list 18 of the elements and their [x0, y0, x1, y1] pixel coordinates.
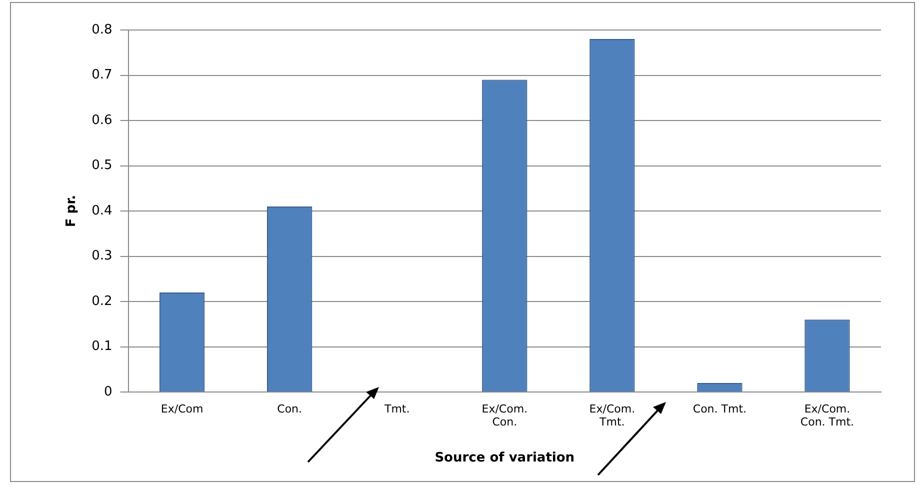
- x-tick-label: Con.: [277, 402, 302, 416]
- y-tick-label: 0.6: [92, 112, 112, 128]
- y-tick-label: 0.8: [92, 22, 112, 38]
- x-tick-label: Ex/Com. Tmt.: [589, 402, 636, 429]
- y-tick-label: 0.5: [92, 158, 112, 174]
- x-tick-label: Ex/Com. Con. Tmt.: [800, 402, 854, 429]
- x-tick-label: Ex/Com: [160, 402, 204, 416]
- y-tick-label: 0: [104, 384, 112, 400]
- x-tick-label: Con. Tmt.: [692, 402, 747, 416]
- y-tick-label: 0.4: [92, 203, 112, 218]
- x-tick-label: Ex/Com. Con.: [482, 402, 528, 429]
- y-tick-label: 0.3: [92, 248, 112, 264]
- y-tick-label: 0.1: [92, 339, 112, 354]
- y-axis-title: F pr.: [64, 194, 80, 228]
- y-tick-label: 0.2: [92, 294, 112, 309]
- y-tick-label: 0.7: [92, 68, 112, 83]
- x-tick-label: Tmt.: [383, 402, 410, 416]
- x-axis-title: Source of variation: [434, 450, 575, 466]
